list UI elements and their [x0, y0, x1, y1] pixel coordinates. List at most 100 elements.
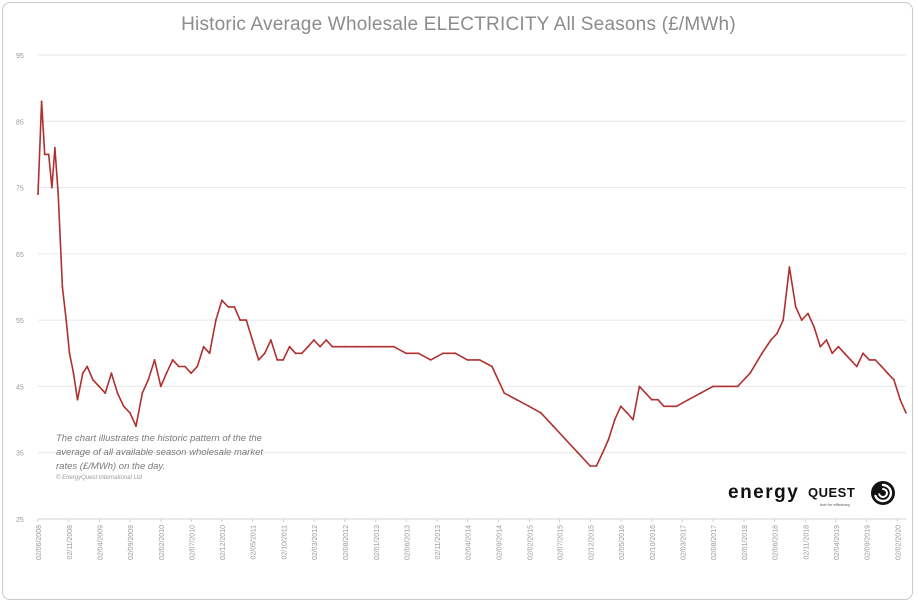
data-point — [813, 325, 815, 328]
x-tick-label: 02/02/2015 — [527, 525, 534, 560]
data-point — [221, 299, 223, 302]
data-point — [86, 365, 89, 368]
data-point — [245, 319, 248, 321]
data-point — [886, 372, 889, 375]
data-point — [503, 392, 506, 394]
data-point — [153, 359, 156, 361]
data-point — [855, 365, 858, 368]
y-tick-label: 35 — [16, 451, 24, 458]
data-point — [880, 365, 883, 368]
x-tick-label: 02/02/2010 — [159, 525, 166, 560]
x-tick-label: 02/09/2014 — [496, 525, 503, 560]
logo-tagline: fuel for efficiency — [820, 502, 850, 507]
x-tick-label: 02/11/2018 — [803, 525, 810, 560]
data-point — [601, 451, 604, 454]
data-point — [263, 352, 266, 355]
data-point — [491, 365, 493, 368]
data-point — [276, 359, 279, 361]
data-point — [177, 365, 180, 368]
data-point — [294, 352, 297, 355]
data-point — [227, 306, 230, 308]
data-point — [159, 385, 162, 388]
y-tick-label: 95 — [16, 53, 24, 60]
data-point — [47, 153, 50, 156]
x-tick-label: 02/06/2008 — [36, 525, 43, 560]
data-point — [110, 372, 113, 375]
data-point — [675, 405, 678, 408]
data-point — [282, 359, 285, 361]
data-point — [442, 352, 444, 355]
data-point — [233, 306, 236, 308]
data-point — [300, 352, 303, 355]
x-tick-label: 02/10/2016 — [650, 525, 657, 560]
chart-annotation: The chart illustrates the historic patte… — [56, 432, 266, 482]
data-point — [607, 438, 610, 441]
data-point — [325, 339, 328, 341]
data-point — [868, 359, 871, 361]
data-point — [313, 339, 315, 341]
data-point — [165, 372, 168, 375]
data-point — [794, 306, 797, 308]
data-point — [564, 438, 567, 441]
data-point — [208, 352, 211, 355]
x-tick-label: 02/01/2013 — [374, 525, 381, 560]
data-point — [141, 392, 144, 394]
y-tick-label: 65 — [16, 252, 24, 259]
data-point — [843, 352, 846, 355]
data-point — [663, 405, 665, 408]
x-tick-label: 02/04/2009 — [97, 525, 104, 560]
data-point — [135, 425, 137, 428]
data-point — [368, 345, 371, 348]
data-point — [819, 345, 822, 348]
data-point — [257, 359, 260, 361]
x-tick-label: 02/01/2018 — [742, 525, 749, 560]
data-point — [589, 465, 592, 467]
y-tick-label: 25 — [16, 517, 24, 524]
data-point — [57, 193, 60, 196]
data-point — [331, 345, 334, 348]
logo-word-quest: QUEST — [808, 485, 856, 500]
data-point — [595, 465, 598, 467]
data-point — [92, 378, 94, 381]
data-point — [454, 352, 457, 355]
data-point — [800, 319, 803, 321]
data-point — [619, 405, 622, 408]
x-tick-label: 02/03/2012 — [312, 525, 319, 560]
y-tick-label: 75 — [16, 186, 24, 193]
data-point — [712, 385, 714, 388]
data-point — [61, 286, 64, 288]
data-point — [552, 425, 555, 428]
data-point — [613, 418, 616, 421]
data-point — [307, 345, 309, 348]
data-point — [184, 365, 186, 368]
x-tick-label: 02/04/2019 — [834, 525, 841, 560]
data-point — [76, 398, 79, 401]
data-point — [770, 339, 772, 341]
logo-word-energy: energy — [728, 482, 800, 503]
data-point — [270, 339, 272, 341]
data-point — [104, 392, 107, 394]
data-point — [540, 412, 542, 414]
data-point — [122, 405, 125, 408]
x-tick-label: 02/03/2017 — [680, 525, 687, 560]
y-tick-label: 55 — [16, 318, 24, 325]
x-tick-label: 02/05/2016 — [619, 525, 626, 560]
data-point — [749, 372, 751, 375]
data-point — [724, 385, 727, 388]
chart-title: Historic Average Wholesale ELECTRICITY A… — [181, 14, 736, 35]
data-point — [51, 186, 53, 189]
data-point — [37, 193, 39, 196]
data-point — [825, 339, 828, 341]
data-point — [515, 398, 518, 401]
data-point — [288, 345, 291, 348]
data-point — [54, 146, 56, 149]
data-point — [874, 359, 877, 361]
data-point — [831, 352, 834, 355]
y-tick-label: 85 — [16, 119, 24, 126]
x-tick-label: 02/06/2013 — [404, 525, 411, 560]
data-point — [687, 398, 690, 401]
data-point — [644, 392, 647, 394]
x-tick-label: 02/06/2018 — [773, 525, 780, 560]
